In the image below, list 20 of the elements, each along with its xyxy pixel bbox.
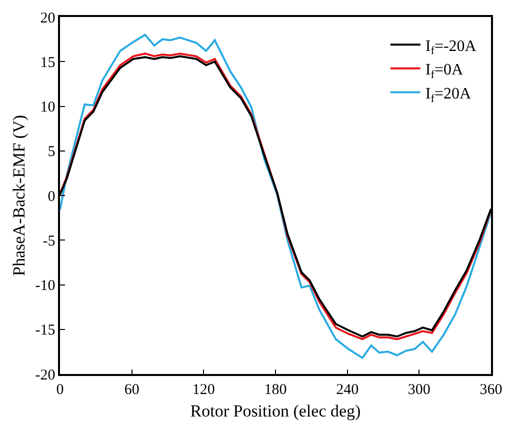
x-tick-label: 240 [336,382,359,398]
x-tick-label: 300 [408,382,430,398]
x-tick-label: 60 [124,382,140,398]
y-axis-title: PhaseA-Back-EMF (V) [9,115,28,276]
y-tick-label: -15 [35,322,56,339]
y-tick-label: -10 [35,278,56,294]
legend-label: I$_{f}$=20A [425,85,472,105]
legend-label: I$_{f}$=0A [425,62,464,82]
x-tick-label: 360 [480,382,502,398]
y-tick-label: 5 [48,144,56,160]
y-tick-label: 0 [48,188,56,205]
y-tick-label: 20 [40,10,56,26]
y-tick-label: -5 [42,233,56,250]
x-tick-label: 120 [192,382,215,398]
y-tick-label: 15 [40,54,56,71]
y-tick-label: -20 [35,367,56,384]
x-tick-label: 180 [264,382,287,398]
x-axis-title: Rotor Position (elec deg) [190,402,361,421]
legend-label: I$_{f}$=-20A [425,38,477,58]
y-tick-label: 10 [40,100,56,116]
